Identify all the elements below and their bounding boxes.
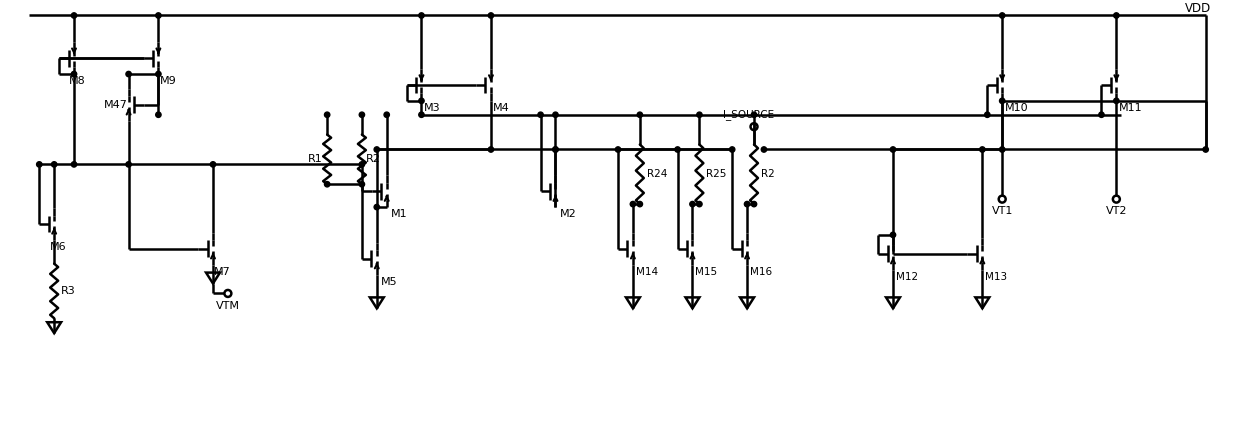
Circle shape [360,112,365,117]
Circle shape [538,112,543,117]
Circle shape [675,147,681,152]
Circle shape [489,13,494,18]
Text: M16: M16 [750,267,773,276]
Text: M5: M5 [381,276,397,287]
Text: M3: M3 [423,103,440,113]
Circle shape [419,112,424,117]
Circle shape [553,147,558,152]
Text: R25: R25 [707,169,727,179]
Text: R2: R2 [761,169,775,179]
Text: M6: M6 [50,242,67,252]
Circle shape [360,181,365,187]
Text: M13: M13 [986,271,1007,281]
Circle shape [419,13,424,18]
Circle shape [1114,98,1118,103]
Circle shape [697,202,702,207]
Circle shape [156,112,161,117]
Circle shape [999,98,1004,103]
Circle shape [999,13,1004,18]
Text: M12: M12 [897,271,918,281]
Text: VT2: VT2 [1106,206,1127,216]
Circle shape [72,162,77,167]
Text: M10: M10 [1006,103,1029,113]
Circle shape [890,147,895,152]
Circle shape [729,147,735,152]
Circle shape [985,112,990,117]
Circle shape [52,162,57,167]
Circle shape [615,147,621,152]
Text: M11: M11 [1120,103,1143,113]
Circle shape [374,204,379,210]
Circle shape [489,147,494,152]
Text: M4: M4 [494,103,510,113]
Circle shape [744,202,750,207]
Circle shape [751,202,756,207]
Circle shape [72,13,77,18]
Text: R1: R1 [308,155,322,164]
Text: M47: M47 [104,100,128,110]
Circle shape [1114,13,1118,18]
Circle shape [630,202,636,207]
Circle shape [637,202,642,207]
Circle shape [374,147,379,152]
Circle shape [156,13,161,18]
Circle shape [1099,112,1104,117]
Circle shape [890,232,895,237]
Text: R2: R2 [366,155,381,164]
Circle shape [1203,147,1208,152]
Text: VDD: VDD [1184,2,1210,15]
Circle shape [72,71,77,77]
Text: VTM: VTM [216,302,239,311]
Circle shape [37,162,42,167]
Circle shape [360,162,365,167]
Circle shape [553,112,558,117]
Circle shape [980,147,985,152]
Circle shape [211,162,216,167]
Circle shape [325,181,330,187]
Circle shape [156,71,161,77]
Circle shape [126,71,131,77]
Text: R3: R3 [61,286,76,297]
Circle shape [553,147,558,152]
Text: I_SOURCE: I_SOURCE [723,109,775,120]
Text: M9: M9 [160,76,176,86]
Text: M14: M14 [636,267,658,276]
Circle shape [751,112,756,117]
Circle shape [637,112,642,117]
Text: VT1: VT1 [992,206,1013,216]
Circle shape [689,202,696,207]
Circle shape [384,112,389,117]
Circle shape [697,112,702,117]
Circle shape [999,147,1004,152]
Text: M1: M1 [391,209,407,219]
Text: M15: M15 [696,267,718,276]
Circle shape [419,98,424,103]
Text: M7: M7 [215,267,231,276]
Circle shape [325,112,330,117]
Circle shape [126,162,131,167]
Text: M2: M2 [559,209,577,219]
Circle shape [761,147,766,152]
Text: R24: R24 [647,169,667,179]
Text: M8: M8 [69,76,86,86]
